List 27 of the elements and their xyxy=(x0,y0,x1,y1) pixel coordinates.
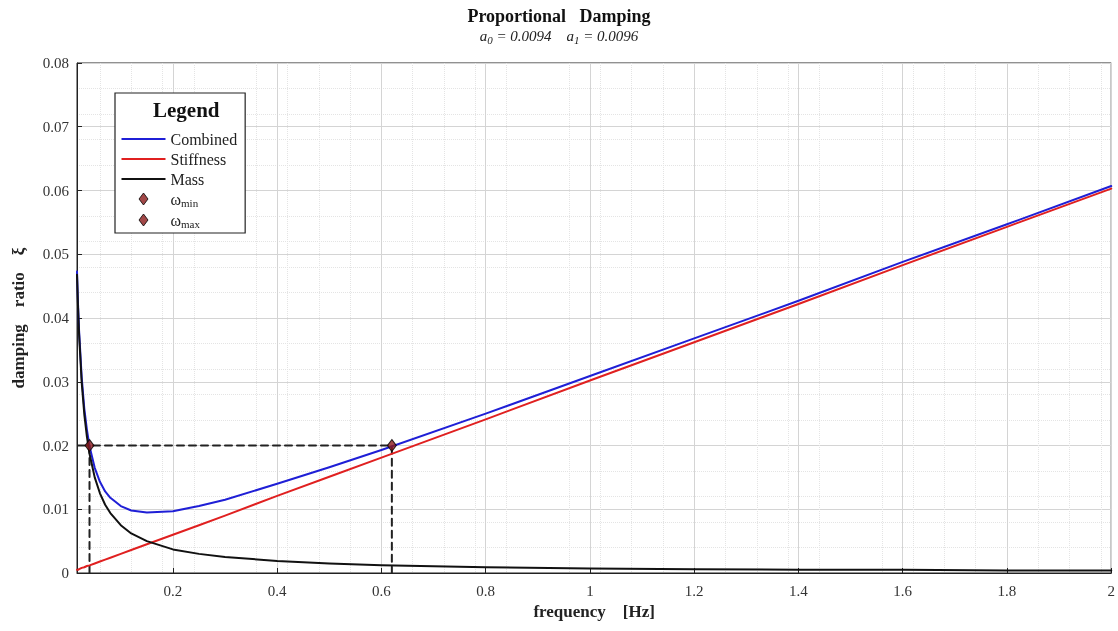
x-tick-label: 0.4 xyxy=(267,582,288,599)
x-axis-title: frequency [Hz] xyxy=(533,602,655,621)
legend-label: Combined xyxy=(170,130,238,148)
y-axis-title: damping ratio ξ xyxy=(9,247,28,389)
x-tick-label: 1.6 xyxy=(893,582,913,599)
x-tick-label: 0.8 xyxy=(476,582,496,599)
y-tick-label: 0.08 xyxy=(42,55,69,71)
line-series xyxy=(76,185,1113,514)
legend-label: Mass xyxy=(170,170,205,188)
y-tick-label: 0.05 xyxy=(42,246,69,263)
x-tick-label: 1.8 xyxy=(997,582,1017,599)
y-tick-label: 0 xyxy=(61,565,69,581)
chart-title: Proportional Damping xyxy=(467,6,651,26)
legend-title: Legend xyxy=(153,97,220,122)
x-tick-label: 1.4 xyxy=(789,582,809,599)
y-tick-label: 0.04 xyxy=(42,310,70,326)
x-tick-label: 2 xyxy=(1107,582,1115,599)
y-tick-label: 0.03 xyxy=(42,373,69,390)
legend-label: Stiffness xyxy=(170,150,227,168)
y-tick-label: 0.07 xyxy=(42,118,70,135)
x-tick-label: 0.6 xyxy=(372,582,392,599)
x-tick-label: 0.2 xyxy=(163,582,183,599)
y-tick-label: 0.02 xyxy=(42,437,69,454)
y-tick-label: 0.06 xyxy=(42,182,70,199)
x-tick-label: 1.2 xyxy=(684,582,704,599)
x-tick-label: 1 xyxy=(586,582,594,599)
y-tick-label: 0.01 xyxy=(42,501,69,518)
